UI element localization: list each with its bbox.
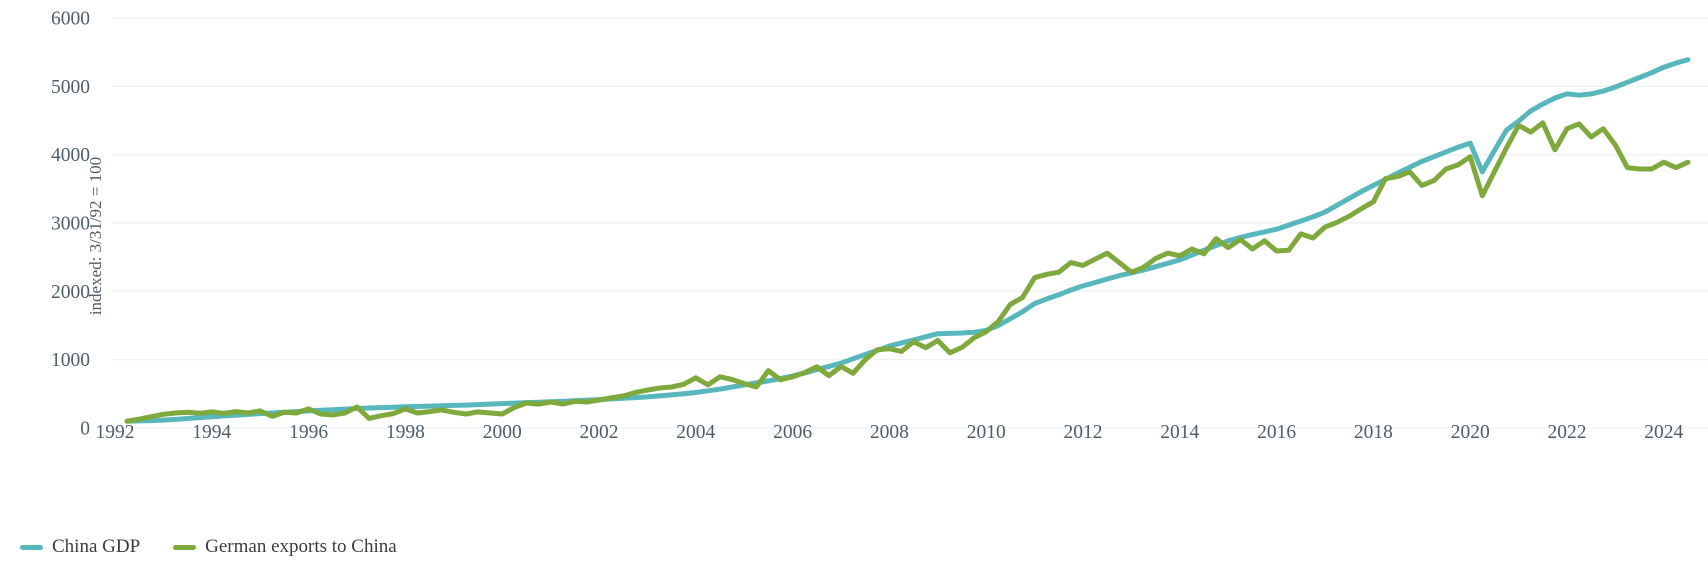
y-tick-label: 6000 — [51, 9, 90, 30]
x-tick-label: 2016 — [1257, 422, 1296, 443]
y-tick-label: 4000 — [51, 145, 90, 166]
x-tick-label: 2006 — [773, 422, 812, 443]
legend: China GDP German exports to China — [20, 537, 397, 557]
gridlines — [112, 17, 1708, 429]
legend-label: German exports to China — [205, 536, 397, 557]
legend-label: China GDP — [52, 536, 141, 557]
y-tick-label: 2000 — [51, 282, 90, 303]
x-tick-label: 1994 — [192, 422, 231, 443]
x-tick-label: 2012 — [1064, 422, 1103, 443]
x-tick-label: 1998 — [386, 422, 425, 443]
y-tick-label: 5000 — [51, 77, 90, 98]
y-axis-tick-labels: 0 1000 2000 3000 4000 5000 6000 — [51, 9, 90, 440]
series-line-china-gdp — [124, 57, 1691, 424]
series-line-german-exports-to-china — [124, 120, 1691, 424]
x-tick-label: 2024 — [1644, 422, 1683, 443]
y-tick-label: 3000 — [51, 214, 90, 235]
x-tick-label: 1992 — [96, 422, 135, 443]
legend-swatch-teal-icon — [20, 544, 43, 550]
y-tick-label: 0 — [80, 419, 90, 440]
x-tick-label: 1996 — [289, 422, 328, 443]
legend-swatch-green-icon — [173, 544, 197, 550]
x-tick-label: 2002 — [580, 422, 619, 443]
x-axis-tick-labels: 1992 1994 1996 1998 2000 2002 2004 2006 2008 2010… — [96, 422, 1684, 443]
x-tick-label: 2000 — [483, 422, 522, 443]
x-tick-label: 2018 — [1354, 422, 1393, 443]
x-tick-label: 2020 — [1451, 422, 1490, 443]
legend-item-china-gdp: China GDP — [20, 537, 140, 557]
x-tick-label: 2014 — [1160, 422, 1199, 443]
y-tick-label: 1000 — [51, 350, 90, 371]
legend-item-german-exports: German exports to China — [173, 537, 397, 557]
x-tick-label: 2004 — [676, 422, 715, 443]
x-tick-label: 2022 — [1548, 422, 1587, 443]
x-tick-label: 2008 — [870, 422, 909, 443]
x-tick-label: 2010 — [967, 422, 1006, 443]
